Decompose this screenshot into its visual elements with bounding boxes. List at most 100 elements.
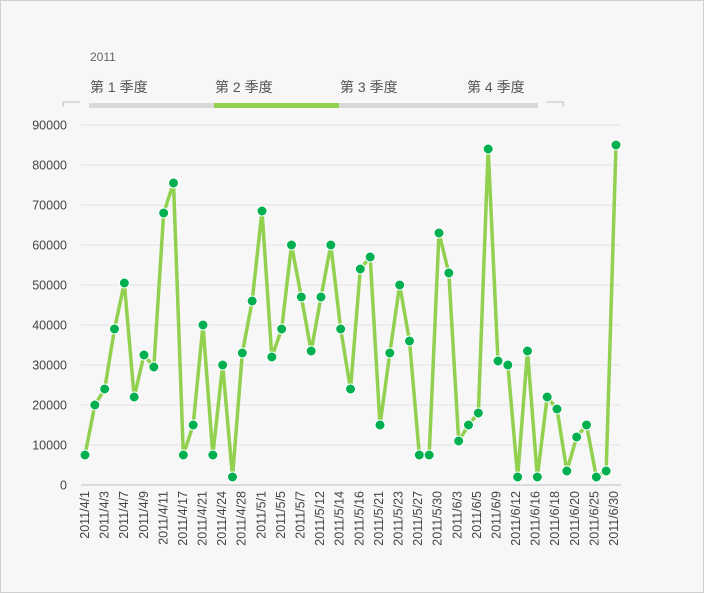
x-tick-label: 2011/5/30 bbox=[431, 491, 445, 546]
data-point[interactable] bbox=[276, 323, 288, 335]
data-point[interactable] bbox=[187, 419, 199, 431]
timeline-quarter-label[interactable]: 第 1 季度 bbox=[90, 79, 148, 95]
data-point[interactable] bbox=[551, 403, 563, 415]
y-tick-label: 20000 bbox=[32, 399, 67, 413]
x-tick-label: 2011/6/18 bbox=[548, 491, 562, 546]
grid-lines bbox=[81, 124, 621, 486]
data-point[interactable] bbox=[207, 449, 219, 461]
x-tick-label: 2011/6/16 bbox=[529, 491, 543, 546]
data-point[interactable] bbox=[413, 449, 425, 461]
y-tick-label: 60000 bbox=[32, 239, 67, 253]
data-point[interactable] bbox=[325, 239, 337, 251]
series-line bbox=[83, 144, 618, 479]
data-point[interactable] bbox=[561, 465, 573, 477]
x-tick-label: 2011/5/5 bbox=[274, 491, 288, 539]
data-point[interactable] bbox=[482, 143, 494, 155]
x-tick-label: 2011/5/1 bbox=[254, 491, 268, 539]
data-point[interactable] bbox=[512, 471, 524, 483]
x-tick-label: 2011/5/7 bbox=[294, 491, 308, 539]
data-point[interactable] bbox=[541, 391, 553, 403]
data-point[interactable] bbox=[335, 323, 347, 335]
data-point[interactable] bbox=[315, 291, 327, 303]
data-point[interactable] bbox=[364, 251, 376, 263]
timeline-quarter-bar[interactable] bbox=[339, 103, 466, 108]
data-point[interactable] bbox=[89, 399, 101, 411]
data-point[interactable] bbox=[227, 471, 238, 483]
timeline-left-handle[interactable] bbox=[62, 101, 80, 107]
data-point[interactable] bbox=[109, 323, 120, 335]
data-point[interactable] bbox=[463, 419, 474, 431]
timeline-slicer: 2011 第 1 季度 第 2 季度 第 3 季度 第 4 季度 bbox=[62, 50, 564, 108]
x-axis: 2011/4/1 2011/4/3 2011/4/7 2011/4/9 2011/4/1… bbox=[78, 491, 621, 546]
data-point[interactable] bbox=[423, 449, 435, 461]
y-tick-label: 90000 bbox=[32, 119, 67, 133]
x-tick-label: 2011/6/20 bbox=[568, 491, 582, 546]
data-point[interactable] bbox=[295, 291, 307, 303]
data-point[interactable] bbox=[138, 349, 150, 361]
data-point[interactable] bbox=[168, 177, 179, 189]
data-point[interactable] bbox=[246, 295, 258, 307]
data-point[interactable] bbox=[266, 351, 278, 363]
timeline-quarter-label[interactable]: 第 4 季度 bbox=[467, 79, 525, 95]
x-tick-label: 2011/6/12 bbox=[509, 491, 523, 546]
data-point[interactable] bbox=[305, 345, 317, 357]
data-point[interactable] bbox=[404, 335, 415, 347]
data-point[interactable] bbox=[590, 471, 602, 483]
data-point[interactable] bbox=[158, 207, 170, 219]
data-point[interactable] bbox=[148, 361, 160, 373]
x-tick-label: 2011/6/25 bbox=[587, 491, 601, 546]
data-point[interactable] bbox=[374, 419, 386, 431]
data-point[interactable] bbox=[177, 449, 189, 461]
x-tick-label: 2011/4/28 bbox=[235, 491, 249, 546]
y-tick-label: 30000 bbox=[32, 359, 67, 373]
x-tick-label: 2011/6/9 bbox=[489, 491, 503, 539]
data-point[interactable] bbox=[581, 419, 592, 431]
x-tick-label: 2011/5/16 bbox=[352, 491, 366, 546]
timeline-quarter-bar-selected[interactable] bbox=[214, 103, 339, 108]
timeline-quarter-label[interactable]: 第 3 季度 bbox=[340, 79, 398, 95]
data-point[interactable] bbox=[531, 471, 543, 483]
x-tick-label: 2011/5/12 bbox=[313, 491, 327, 546]
data-point[interactable] bbox=[354, 263, 366, 275]
y-tick-label: 0 bbox=[60, 479, 67, 493]
y-tick-label: 50000 bbox=[32, 279, 67, 293]
data-point[interactable] bbox=[345, 383, 356, 395]
data-point[interactable] bbox=[472, 407, 484, 419]
data-point[interactable] bbox=[571, 431, 583, 443]
y-tick-label: 70000 bbox=[32, 199, 67, 213]
data-points bbox=[79, 139, 622, 483]
data-point[interactable] bbox=[522, 345, 533, 357]
data-point[interactable] bbox=[118, 277, 130, 289]
data-point[interactable] bbox=[79, 449, 91, 461]
x-tick-label: 2011/6/3 bbox=[450, 491, 464, 539]
data-point[interactable] bbox=[610, 139, 622, 151]
data-point[interactable] bbox=[492, 355, 504, 367]
x-tick-label: 2011/6/30 bbox=[607, 491, 621, 546]
data-point[interactable] bbox=[433, 227, 445, 239]
data-point[interactable] bbox=[502, 359, 514, 371]
data-point[interactable] bbox=[217, 359, 229, 371]
data-point[interactable] bbox=[197, 319, 209, 331]
y-tick-label: 40000 bbox=[32, 319, 67, 333]
x-tick-label: 2011/4/3 bbox=[98, 491, 112, 539]
y-tick-label: 80000 bbox=[32, 159, 67, 173]
data-point[interactable] bbox=[236, 347, 248, 359]
data-point[interactable] bbox=[394, 279, 406, 291]
data-point[interactable] bbox=[128, 391, 140, 403]
data-point[interactable] bbox=[600, 465, 612, 477]
data-point[interactable] bbox=[453, 435, 465, 447]
timeline-quarter-bar[interactable] bbox=[89, 103, 214, 108]
timeline-quarter-label[interactable]: 第 2 季度 bbox=[215, 79, 273, 95]
timeline-quarter-bar[interactable] bbox=[466, 103, 538, 108]
data-point[interactable] bbox=[256, 205, 268, 217]
timeline-year-label: 2011 bbox=[90, 50, 116, 64]
x-tick-label: 2011/5/27 bbox=[411, 491, 425, 546]
data-point[interactable] bbox=[384, 347, 396, 359]
y-tick-label: 10000 bbox=[32, 439, 67, 453]
timeline-right-handle[interactable] bbox=[546, 101, 564, 107]
data-point[interactable] bbox=[99, 383, 111, 395]
data-point[interactable] bbox=[443, 267, 455, 279]
data-point[interactable] bbox=[286, 239, 297, 251]
x-tick-label: 2011/4/24 bbox=[215, 491, 229, 546]
